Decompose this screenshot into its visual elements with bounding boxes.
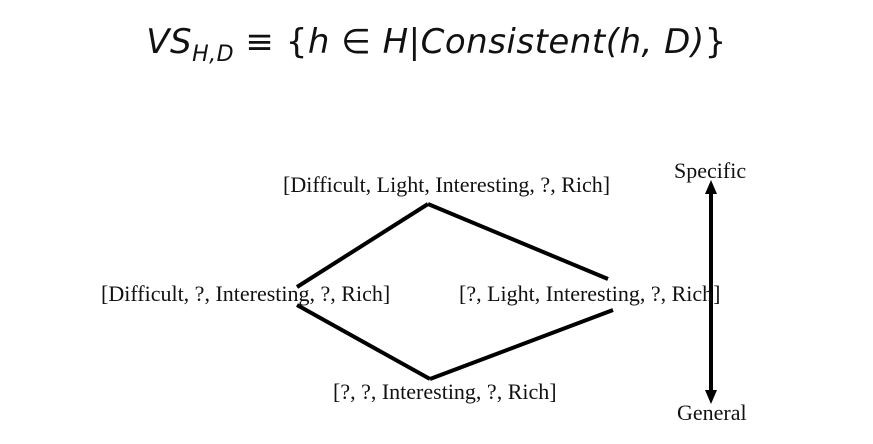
formula-set-body: h ∈ H|Consistent(h, D): [307, 22, 705, 62]
formula-subscript: H,D: [192, 41, 235, 67]
edge-right-bottom: [429, 308, 614, 381]
edge-left-bottom: [296, 303, 431, 381]
axis-label-specific: Specific: [674, 158, 747, 183]
hypothesis-bottom: [?, ?, Interesting, ?, Rich]: [333, 379, 557, 404]
axis-arrowhead-top: [705, 180, 717, 194]
axis-arrowhead-bottom: [705, 390, 717, 404]
hypothesis-right: [?, Light, Interesting, ?, Rich]: [459, 281, 721, 306]
version-space-formula: VSH,D ≡ {h ∈ H|Consistent(h, D)}: [0, 22, 873, 67]
edge-top-right: [427, 202, 609, 281]
formula-equiv-symbol: ≡: [245, 22, 275, 62]
formula-open-brace: {: [285, 22, 308, 62]
formula-lhs: VS: [146, 22, 193, 62]
hypothesis-top: [Difficult, Light, Interesting, ?, Rich]: [283, 172, 611, 197]
axis-label-general: General: [677, 400, 747, 425]
formula-close-brace: }: [704, 22, 727, 62]
hypothesis-left: [Difficult, ?, Interesting, ?, Rich]: [101, 281, 391, 306]
edge-top-left: [295, 202, 430, 289]
